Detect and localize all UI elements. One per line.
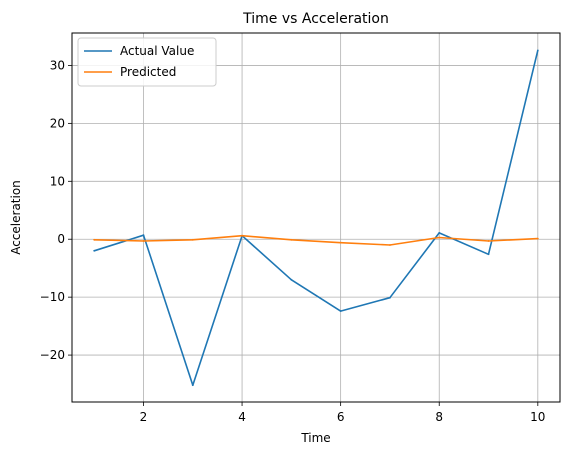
data-point [339, 310, 342, 312]
x-tick-label: 2 [140, 410, 148, 424]
legend-label: Predicted [120, 65, 176, 79]
data-point [93, 238, 96, 241]
data-point [290, 278, 293, 281]
data-point [438, 236, 441, 239]
data-point [438, 231, 441, 234]
y-tick-label: 10 [50, 174, 65, 188]
y-tick-label: 30 [50, 58, 65, 72]
legend-item: Actual Value [84, 44, 194, 58]
y-axis-label: Acceleration [9, 180, 23, 255]
x-tick-label: 4 [238, 410, 246, 424]
data-point [536, 237, 539, 240]
data-point [191, 238, 194, 241]
x-axis-label: Time [300, 431, 330, 445]
x-tick-label: 10 [530, 410, 545, 424]
data-point [389, 296, 391, 299]
y-tick-label: 20 [50, 116, 65, 130]
data-point [93, 249, 96, 252]
data-point [142, 240, 145, 242]
data-point [339, 241, 342, 244]
axis-ticks: 2 4 6 8 10 −20 −10 0 10 20 30 [40, 58, 546, 424]
chart-title: Time vs Acceleration [242, 11, 389, 27]
data-point [487, 240, 490, 242]
data-point [487, 253, 490, 256]
y-tick-label: 0 [57, 232, 65, 246]
series-line [93, 50, 539, 387]
data-point [191, 384, 194, 387]
legend-box [77, 37, 217, 87]
plot-frame [71, 32, 561, 403]
series-2 [93, 234, 539, 246]
grid-lines [72, 33, 560, 402]
data-point [290, 238, 293, 241]
data-point [536, 49, 539, 52]
series-line [94, 234, 538, 246]
legend-item: Predicted [84, 65, 176, 79]
series-layer [93, 49, 539, 387]
y-tick-label: −20 [40, 348, 65, 362]
legend-label: Actual Value [120, 44, 194, 58]
data-point [241, 234, 243, 237]
data-point [142, 234, 145, 237]
data-point [389, 244, 391, 246]
x-tick-label: 8 [435, 410, 443, 424]
series-1 [93, 49, 539, 387]
x-tick-label: 6 [337, 410, 345, 424]
legend: Actual Value Predicted [77, 37, 217, 87]
y-tick-label: −10 [40, 290, 65, 304]
